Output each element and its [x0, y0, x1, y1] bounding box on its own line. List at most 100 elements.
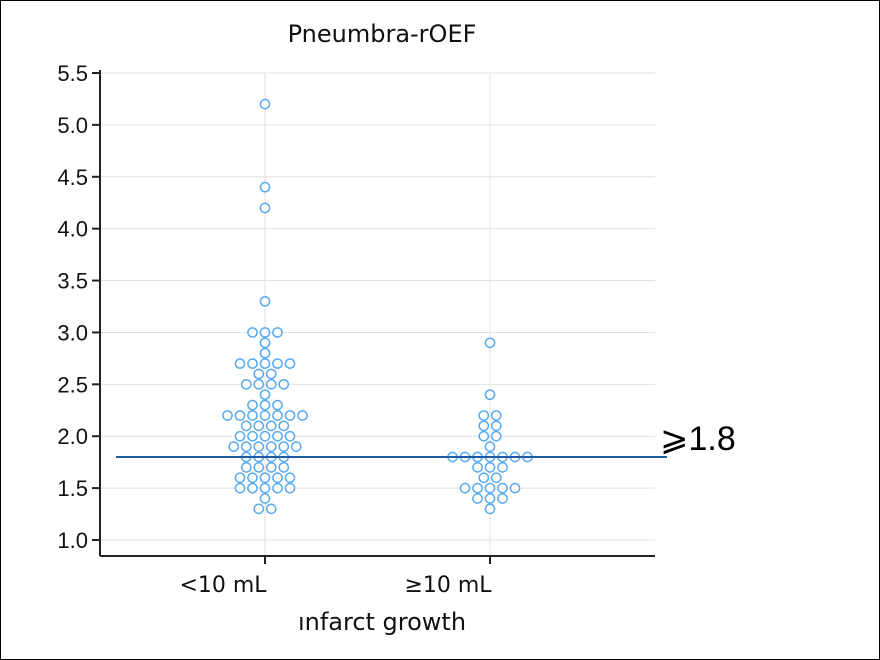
data-point: [297, 410, 308, 421]
data-point: [259, 430, 271, 442]
y-tick-label: 1.5: [57, 476, 88, 501]
data-point: [259, 337, 271, 349]
y-tick-label: 1.0: [57, 528, 88, 553]
data-point: [247, 482, 258, 494]
data-point: [259, 202, 271, 214]
data-point: [253, 503, 265, 515]
data-point: [234, 358, 246, 369]
y-tick-label: 4.5: [57, 165, 88, 190]
data-point: [484, 503, 496, 515]
data-point: [234, 410, 246, 421]
y-tick-label: 4.0: [57, 217, 88, 242]
data-point: [234, 472, 246, 484]
data-point: [490, 430, 502, 442]
threshold-label: ⩾1.8: [660, 420, 736, 458]
x-axis-ticks: <10 mL ≥10 mL: [179, 556, 492, 598]
data-point: [284, 410, 296, 421]
data-point: [484, 389, 496, 401]
data-point: [265, 462, 277, 473]
data-point: [284, 430, 296, 442]
data-point: [222, 410, 233, 421]
data-point: [247, 410, 258, 421]
y-tick-label: 3.5: [57, 269, 88, 294]
data-point: [259, 327, 271, 338]
data-point: [278, 441, 290, 452]
data-point: [253, 378, 265, 390]
data-point: [484, 493, 496, 504]
data-point: [272, 482, 283, 494]
data-point: [272, 358, 283, 369]
data-point: [478, 410, 490, 421]
data-point: [240, 378, 252, 390]
data-point: [259, 399, 271, 411]
data-point: [259, 181, 271, 193]
data-point: [259, 482, 271, 494]
data-point: [247, 430, 258, 442]
data-point: [497, 482, 508, 494]
data-point: [490, 472, 502, 484]
data-point: [459, 482, 471, 494]
data-point: [253, 420, 265, 432]
y-tick-label: 3.0: [57, 320, 88, 345]
data-point: [272, 472, 283, 484]
data-point: [265, 378, 277, 390]
x-tick-label: ≥10 mL: [404, 573, 492, 598]
data-point: [259, 98, 271, 110]
data-point: [253, 441, 265, 452]
data-point: [272, 410, 283, 421]
data-point: [265, 420, 277, 432]
data-point: [478, 472, 490, 484]
data-point: [478, 430, 490, 442]
data-point: [240, 462, 252, 473]
data-point: [272, 430, 283, 442]
data-point: [472, 493, 483, 504]
data-point: [259, 389, 271, 401]
data-point: [265, 368, 277, 380]
data-point: [234, 482, 246, 494]
data-point: [247, 399, 258, 411]
data-point: [484, 482, 496, 494]
data-point: [259, 295, 271, 307]
y-tick-label: 5.0: [57, 113, 88, 138]
data-point: [509, 482, 521, 494]
data-point: [259, 493, 271, 504]
y-tick-label: 5.5: [57, 61, 88, 86]
data-point: [278, 462, 290, 473]
data-point: [253, 368, 265, 380]
data-point: [228, 441, 240, 452]
data-point: [284, 472, 296, 484]
data-point: [497, 462, 508, 473]
data-points: [222, 98, 533, 515]
data-point: [253, 462, 265, 473]
data-point: [272, 399, 283, 411]
data-point: [484, 441, 496, 452]
data-point: [497, 493, 508, 504]
data-point: [484, 462, 496, 473]
grid-lines: [100, 72, 655, 556]
data-point: [284, 358, 296, 369]
data-point: [259, 347, 271, 359]
chart-title: Pneumbra-rOEF: [288, 20, 477, 48]
data-point: [265, 441, 277, 452]
data-point: [240, 441, 252, 452]
data-point: [259, 358, 271, 369]
data-point: [290, 441, 302, 452]
data-point: [278, 378, 290, 390]
y-tick-label: 2.5: [57, 372, 88, 397]
data-point: [484, 337, 496, 349]
data-point: [490, 420, 502, 432]
data-point: [247, 472, 258, 484]
data-point: [240, 420, 252, 432]
data-point: [284, 482, 296, 494]
data-point: [478, 420, 490, 432]
data-point: [278, 420, 290, 432]
data-point: [490, 410, 502, 421]
data-point: [259, 472, 271, 484]
data-point: [247, 358, 258, 369]
data-point: [272, 327, 283, 338]
data-point: [472, 462, 483, 473]
data-point: [247, 327, 258, 338]
data-point: [234, 430, 246, 442]
